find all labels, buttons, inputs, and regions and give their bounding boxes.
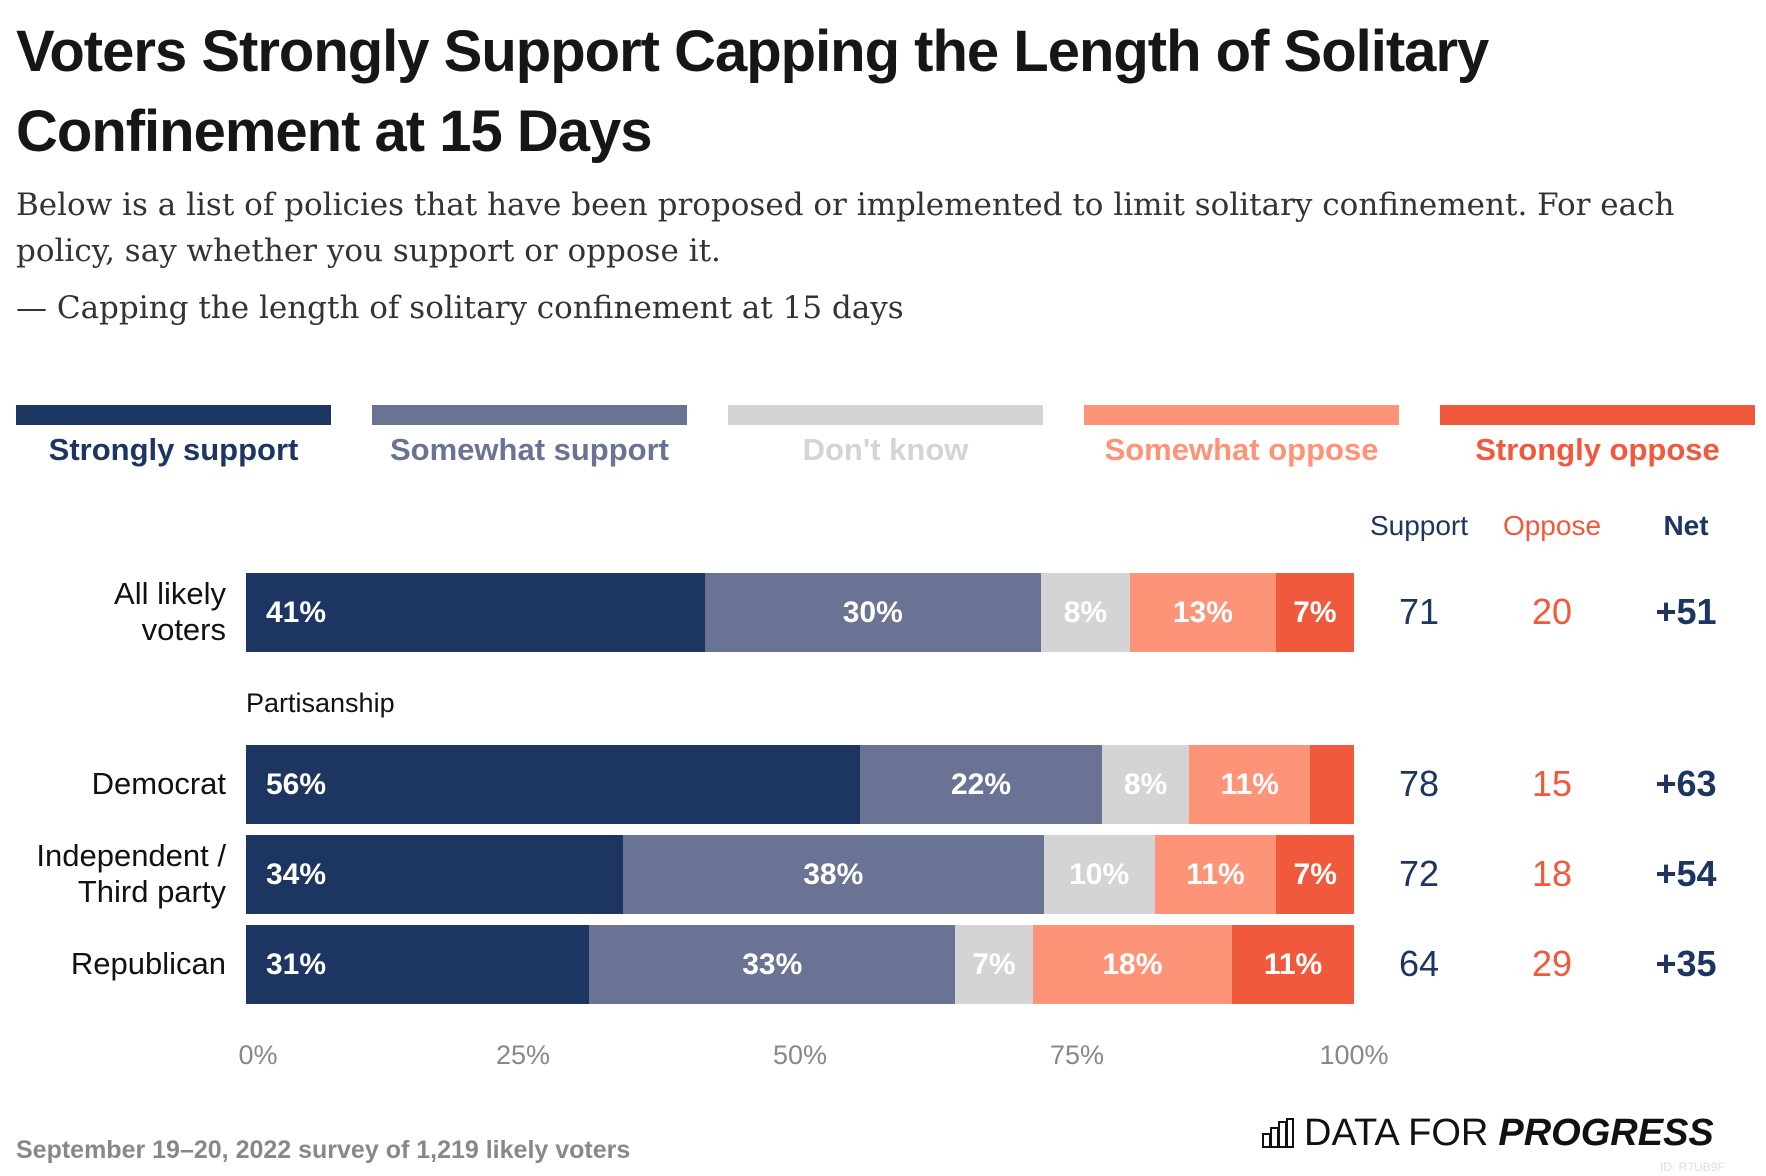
x-tick-label: 100% bbox=[1319, 1040, 1389, 1070]
bar-segment bbox=[1130, 573, 1276, 652]
x-tick-label: 25% bbox=[495, 1040, 551, 1070]
header-block: Voters Strongly Support Capping the Leng… bbox=[16, 12, 1756, 328]
bar-label: 31% bbox=[266, 948, 327, 981]
bar-label: 10% bbox=[1069, 858, 1130, 891]
bar-segment bbox=[1032, 925, 1233, 1004]
bar-segment bbox=[1189, 745, 1311, 824]
legend-swatch bbox=[728, 405, 1043, 425]
x-tick-label: 50% bbox=[772, 1040, 828, 1070]
legend-label: Somewhat oppose bbox=[1104, 432, 1379, 467]
bar-segment bbox=[589, 925, 956, 1004]
bar-label: 13% bbox=[1172, 596, 1233, 629]
bar-label: 30% bbox=[842, 596, 903, 629]
bar-segment bbox=[1101, 745, 1190, 824]
support-value: 71 bbox=[1398, 591, 1440, 632]
logo-text-bold: PROGRESS bbox=[1498, 1112, 1714, 1154]
bar-segment bbox=[1043, 835, 1155, 914]
logo: DATA FOR PROGRESS bbox=[1262, 1112, 1714, 1154]
legend-swatch bbox=[16, 405, 331, 425]
support-value: 64 bbox=[1398, 943, 1440, 984]
oppose-value: 15 bbox=[1531, 763, 1573, 804]
support-value: 72 bbox=[1398, 853, 1440, 894]
bar-segment bbox=[246, 573, 705, 652]
bar-segment bbox=[1276, 835, 1354, 914]
logo-text-light: DATA FOR bbox=[1304, 1112, 1489, 1154]
legend-swatch bbox=[1440, 405, 1755, 425]
bar-label: 18% bbox=[1102, 948, 1163, 981]
bar-label: 8% bbox=[1123, 768, 1168, 801]
bar-segment bbox=[1275, 573, 1354, 652]
oppose-value: 29 bbox=[1531, 943, 1573, 984]
bar-segment bbox=[246, 925, 590, 1004]
question-text: — Capping the length of solitary confine… bbox=[16, 290, 904, 326]
bar-label: 22% bbox=[950, 768, 1012, 801]
bar-segment bbox=[1040, 573, 1131, 652]
row-label: All likely voters bbox=[114, 576, 226, 647]
bar-label: 38% bbox=[803, 858, 864, 891]
chart-title: Voters Strongly Support Capping the Leng… bbox=[16, 19, 1489, 164]
bar-segment bbox=[246, 745, 861, 824]
legend-swatch bbox=[372, 405, 687, 425]
bar-label: 7% bbox=[1293, 858, 1337, 891]
bar-segment bbox=[1154, 835, 1277, 914]
bar-label: 11% bbox=[1186, 858, 1245, 891]
header-net: Net bbox=[1663, 510, 1709, 541]
legend-label: Strongly oppose bbox=[1475, 432, 1720, 467]
net-value: +35 bbox=[1655, 943, 1717, 984]
net-value: +63 bbox=[1655, 763, 1717, 804]
legend-label: Don't know bbox=[802, 432, 969, 467]
bar-segment bbox=[622, 835, 1044, 914]
footer-source: September 19–20, 2022 survey of 1,219 li… bbox=[16, 1136, 631, 1164]
bar-label: 56% bbox=[266, 768, 327, 801]
support-value: 78 bbox=[1398, 763, 1440, 804]
x-tick-label: 75% bbox=[1049, 1040, 1105, 1070]
row-label: Independent / Third party bbox=[36, 838, 226, 909]
row-label: Republican bbox=[70, 946, 226, 981]
bar-label: 11% bbox=[1220, 768, 1279, 801]
header-support: Support bbox=[1369, 510, 1469, 541]
legend-swatch bbox=[1084, 405, 1399, 425]
header-oppose: Oppose bbox=[1502, 510, 1602, 541]
net-value: +54 bbox=[1655, 853, 1717, 894]
net-value: +51 bbox=[1655, 591, 1717, 632]
bar-segment bbox=[860, 745, 1102, 824]
bar-label: 41% bbox=[266, 596, 327, 629]
bar-segment bbox=[1232, 925, 1354, 1004]
bar-segment bbox=[246, 835, 623, 914]
bar-segment bbox=[955, 925, 1033, 1004]
bar-label: 7% bbox=[972, 948, 1016, 981]
bar-label: 11% bbox=[1263, 948, 1323, 981]
row-label: Democrat bbox=[91, 766, 226, 801]
bar-label: 8% bbox=[1063, 596, 1108, 629]
bar-chart-icon bbox=[1262, 1118, 1294, 1148]
bar-segment bbox=[704, 573, 1041, 652]
legend-label: Strongly support bbox=[48, 432, 299, 467]
bar-label: 34% bbox=[266, 858, 327, 891]
bar-segment bbox=[1310, 745, 1354, 824]
x-tick-label: 0% bbox=[238, 1040, 278, 1070]
oppose-value: 20 bbox=[1531, 591, 1573, 632]
bar-label: 7% bbox=[1293, 596, 1337, 629]
chart-id: ID: R7UB9F bbox=[1660, 1160, 1725, 1174]
oppose-value: 18 bbox=[1531, 853, 1573, 894]
legend-label: Somewhat support bbox=[389, 432, 669, 467]
chart-subtitle: Below is a list of policies that have be… bbox=[16, 187, 1675, 269]
group-label: Partisanship bbox=[246, 688, 395, 718]
bar-label: 33% bbox=[742, 948, 803, 981]
